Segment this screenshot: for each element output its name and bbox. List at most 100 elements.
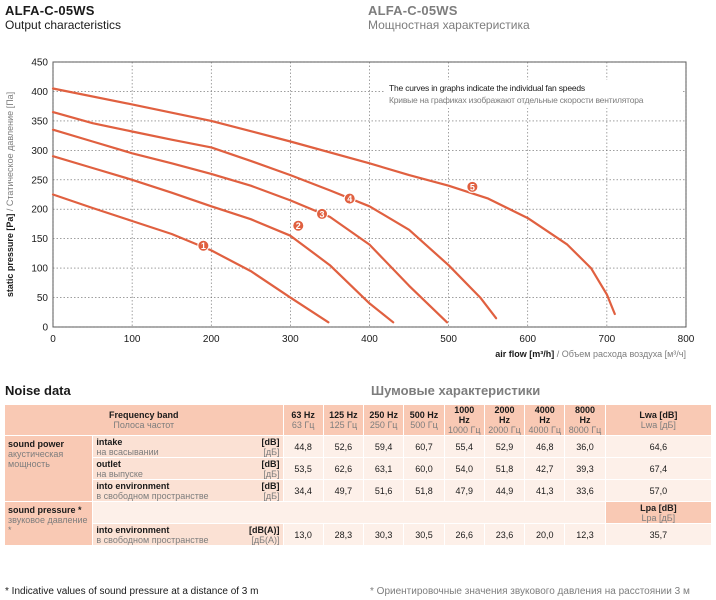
fan-curve-4 <box>51 110 498 320</box>
speed-label-2: 2 <box>296 221 301 231</box>
band-en: 63 Hz <box>291 410 315 420</box>
y-tick-label: 200 <box>31 205 48 216</box>
row-unit-ru: [дБ] <box>263 468 280 479</box>
band-en: 500 Hz <box>409 410 439 420</box>
table-row: into environment [dB(A)] в свободном прос… <box>5 523 713 546</box>
fan-curve-3 <box>51 128 449 324</box>
y-tick-label: 450 <box>31 58 48 69</box>
speed-marker-5 <box>466 180 479 193</box>
band-en: 250 Hz <box>369 410 398 420</box>
sound-pressure-label-en: sound pressure * <box>8 505 82 515</box>
annotation-en: The curves in graphs indicate the indivi… <box>389 83 585 93</box>
speed-marker-3 <box>316 207 329 220</box>
speed-label-1: 1 <box>201 241 206 251</box>
total-cell: 67,4 <box>604 457 713 480</box>
lwa-header: Lwa [dB] Lwa [дБ] <box>604 404 713 436</box>
y-axis-label: static pressure [Pa] / Статическое давле… <box>5 92 15 297</box>
table-row: sound power акустическая мощность intake… <box>3 435 713 502</box>
band-header: 500 Hz 500 Гц <box>403 404 445 436</box>
row-unit-ru: [дБ] <box>263 490 280 501</box>
table-cell: 34,4 <box>282 479 324 502</box>
table-cell: 52,9 <box>483 435 526 458</box>
row-unit-en: [dB] <box>261 436 280 447</box>
row-label-en: intake <box>96 436 123 447</box>
band-header: 63 Hz 63 Гц <box>282 404 324 436</box>
header-en: ALFA-C-05WS Output characteristics <box>5 3 121 33</box>
frequency-band-label-en: Frequency band <box>109 410 179 420</box>
y-tick-label: 300 <box>31 146 48 157</box>
band-header: 8000 Hz 8000 Гц <box>564 404 606 436</box>
lpa-header: Lpa [dB] Lpa [дБ] <box>604 501 713 524</box>
table-row: into environment [dB] в свободном простра… <box>5 479 713 502</box>
sound-power-group: sound power акустическая мощность <box>3 435 94 502</box>
lpa-label-ru: Lpa [дБ] <box>641 512 676 523</box>
row-unit-ru: [дБ(А)] <box>251 534 280 545</box>
total-cell: 35,7 <box>604 523 713 546</box>
table-cell: 33,6 <box>564 479 606 502</box>
row-label-ru: на выпуске <box>96 468 143 479</box>
x-tick-label: 400 <box>361 334 378 345</box>
lwa-label-ru: Lwa [дБ] <box>640 420 676 430</box>
x-tick-label: 100 <box>124 334 141 345</box>
table-cell: 30,5 <box>403 523 445 546</box>
x-tick-label: 300 <box>282 334 299 345</box>
band-header: 4000 Hz 4000 Гц <box>524 404 566 436</box>
row-label-outlet: outlet [dB] на выпуске [дБ] <box>92 457 284 480</box>
total-cell: 57,0 <box>604 479 713 502</box>
table-cell: 51,8 <box>483 457 526 480</box>
table-cell: 28,3 <box>322 523 365 546</box>
row-label-ru: в свободном пространстве <box>96 490 209 501</box>
lwa-label-en: Lwa [dB] <box>639 410 678 420</box>
y-tick-label: 400 <box>31 87 48 98</box>
band-header: 2000 Hz 2000 Гц <box>483 404 526 436</box>
speed-label-4: 4 <box>347 194 352 204</box>
table-cell: 44,8 <box>282 435 324 458</box>
annotation-box <box>385 80 683 108</box>
table-cell: 47,9 <box>443 479 485 502</box>
x-axis-label: air flow [m³/h] / Объем расхода воздуха … <box>495 349 686 359</box>
row-unit-en: [dB(A)] <box>249 524 280 535</box>
table-cell: 49,7 <box>322 479 365 502</box>
band-en: 125 Hz <box>329 410 358 420</box>
table-cell: 46,8 <box>524 435 566 458</box>
table-cell: 62,6 <box>322 457 365 480</box>
fan-curve-1 <box>51 193 330 324</box>
table-cell: 13,0 <box>282 523 324 546</box>
table-cell: 44,9 <box>483 479 526 502</box>
blank-cell <box>92 501 606 524</box>
model-title-en: ALFA-C-05WS <box>5 3 95 18</box>
x-tick-label: 800 <box>678 334 695 345</box>
x-axis-label-en: air flow [m³/h] <box>495 349 554 359</box>
band-ru: 1000 Гц <box>447 425 481 435</box>
band-header: 125 Hz 125 Гц <box>322 404 365 436</box>
y-axis-label-en: static pressure [Pa] <box>5 214 15 298</box>
table-cell: 53,5 <box>282 457 324 480</box>
row-label-en: into environment <box>96 480 170 491</box>
sound-pressure-label-ru: звуковое давление * <box>8 515 88 535</box>
sound-power-label-en: sound power <box>8 439 64 449</box>
y-tick-label: 0 <box>42 323 48 334</box>
table-cell: 20,0 <box>524 523 566 546</box>
band-ru: 4000 Гц <box>528 425 562 435</box>
table-cell: 63,1 <box>363 457 405 480</box>
speed-marker-2 <box>292 219 305 232</box>
band-header: 250 Hz 250 Гц <box>363 404 405 436</box>
noise-title-en: Noise data <box>5 383 71 398</box>
table-cell: 36,0 <box>564 435 606 458</box>
y-tick-label: 100 <box>31 264 48 275</box>
band-ru: 8000 Гц <box>568 425 602 435</box>
sound-pressure-group: sound pressure * звуковое давление * <box>3 501 94 546</box>
x-tick-label: 500 <box>440 334 457 345</box>
frequency-band-label-ru: Полоса частот <box>113 420 175 430</box>
fan-curve-2 <box>51 155 395 324</box>
band-en: 1000 Hz <box>454 405 475 425</box>
sound-power-label-ru: акустическая мощность <box>8 449 64 469</box>
row-label-pressure-environment: into environment [dB(A)] в свободном прос… <box>92 523 284 546</box>
speed-marker-1 <box>197 239 210 252</box>
x-axis-label-ru: / Объем расхода воздуха [м³/ч] <box>554 349 686 359</box>
row-unit-en: [dB] <box>261 480 280 491</box>
speed-label-5: 5 <box>470 182 475 192</box>
table-cell: 41,3 <box>524 479 566 502</box>
band-ru: 2000 Гц <box>488 425 521 435</box>
